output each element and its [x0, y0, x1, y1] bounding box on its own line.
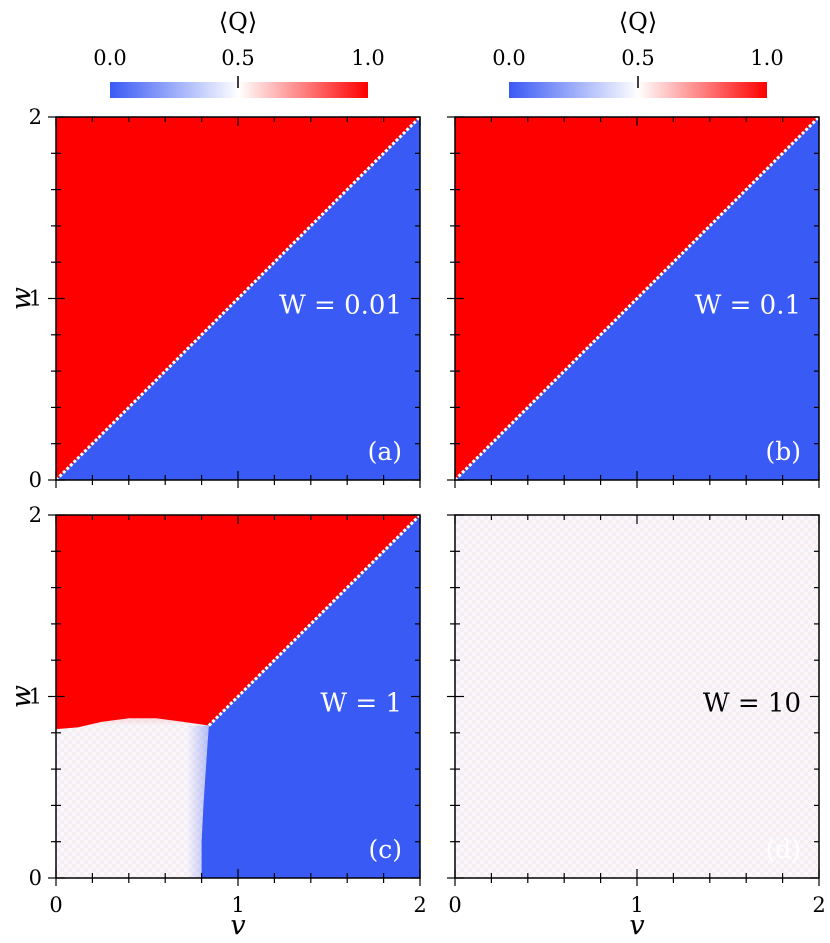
colorbar-left: ⟨Q⟩ 0.0 0.5 1.0	[93, 8, 385, 98]
x-tick-label: 1	[231, 893, 244, 917]
colorbar-tick-label: 0.0	[93, 46, 126, 70]
diagonal-line	[54, 115, 422, 482]
region-q1	[56, 515, 420, 730]
colorbar-tick-label: 1.0	[750, 46, 783, 70]
colorbar-tick-label: 1.0	[351, 46, 384, 70]
colorbar-title-left: ⟨Q⟩	[219, 8, 257, 36]
x-axis-title: v	[629, 910, 644, 941]
x-tick-label: 2	[413, 893, 426, 917]
colorbar-gradient	[110, 82, 368, 98]
x-axis-title: v	[230, 910, 245, 941]
y-tick-label: 2	[29, 503, 42, 527]
y-axis-title: w	[6, 685, 37, 708]
region-q0	[201, 515, 420, 878]
panel-label: (a)	[368, 437, 402, 466]
colorbar-tick-label: 0.5	[221, 46, 254, 70]
y-tick-label: 1	[29, 685, 42, 709]
colorbar-title-right: ⟨Q⟩	[619, 8, 657, 36]
w-annotation: W = 0.01	[279, 291, 402, 321]
heatmap-panel-d: 0 1 2 v W = 10 (d)	[447, 514, 826, 941]
heatmap-panel-b: W = 0.1 (b)	[447, 115, 821, 488]
y-tick-label: 0	[29, 866, 42, 890]
w-annotation: W = 1	[320, 689, 402, 719]
colorbar-tick-label: 0.0	[492, 46, 525, 70]
region-q05	[455, 515, 819, 878]
panel-label: (c)	[368, 835, 402, 864]
colorbar-tick-label: 0.5	[621, 46, 654, 70]
x-tick-label: 0	[448, 893, 461, 917]
x-tick-label: 1	[630, 893, 643, 917]
y-tick-label: 1	[29, 287, 42, 311]
w-annotation: W = 10	[703, 689, 801, 719]
panel-label: (d)	[765, 835, 801, 864]
panel-label: (b)	[765, 437, 801, 466]
x-tick-label: 2	[812, 893, 825, 917]
diagonal-line	[453, 115, 821, 482]
y-tick-label: 2	[29, 105, 42, 129]
boundary-fade-right	[187, 725, 209, 878]
w-annotation: W = 0.1	[695, 291, 801, 321]
boundary-fade-top	[56, 700, 209, 726]
heatmap-panel-c: 0 1 2 0 1 2 w v W = 1 (c)	[6, 503, 427, 941]
y-axis-title: w	[6, 287, 37, 310]
colorbar-right: ⟨Q⟩ 0.0 0.5 1.0	[492, 8, 784, 98]
y-tick-label: 0	[29, 468, 42, 492]
colorbar-gradient	[509, 82, 767, 98]
x-tick-label: 0	[49, 893, 62, 917]
heatmap-panel-a: 0 1 2 w W = 0.01 (a)	[6, 105, 422, 492]
